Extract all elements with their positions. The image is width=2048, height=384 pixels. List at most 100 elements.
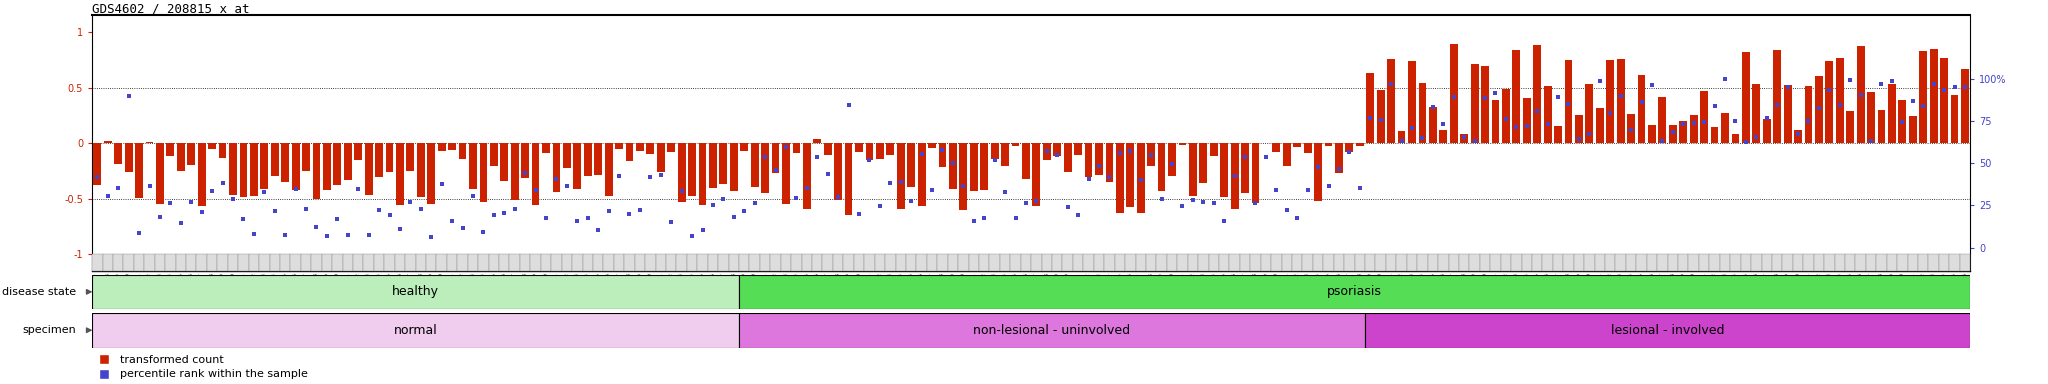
Bar — [1096, 143, 1104, 175]
Point — [582, 227, 614, 233]
Bar — [1772, 254, 1782, 271]
Bar — [260, 254, 270, 271]
Bar — [1585, 254, 1595, 271]
Bar — [113, 254, 123, 271]
Point — [655, 219, 688, 225]
Bar — [1085, 143, 1092, 177]
Bar — [342, 254, 352, 271]
Bar — [469, 143, 477, 189]
Bar — [1188, 254, 1198, 271]
Bar — [948, 254, 958, 271]
Point — [1522, 108, 1554, 114]
Bar — [772, 143, 780, 173]
Point — [1708, 76, 1741, 83]
Bar — [1501, 254, 1511, 271]
Bar — [793, 143, 801, 153]
Bar — [780, 254, 791, 271]
Point — [1614, 127, 1647, 133]
Point — [926, 147, 958, 154]
Bar — [199, 143, 205, 206]
Bar — [1522, 254, 1532, 271]
Bar — [352, 254, 362, 271]
Point — [164, 220, 197, 226]
Point — [1741, 134, 1774, 140]
Point — [1468, 95, 1501, 101]
Bar — [801, 254, 813, 271]
Bar — [1356, 143, 1364, 146]
Bar — [395, 254, 406, 271]
Point — [1499, 124, 1532, 131]
Bar — [260, 143, 268, 189]
Bar — [553, 143, 561, 192]
Point — [1802, 105, 1835, 111]
Bar — [1210, 143, 1219, 157]
Bar — [1825, 254, 1835, 271]
Bar — [1063, 254, 1073, 271]
Point — [217, 197, 250, 203]
Point — [885, 179, 918, 185]
Point — [1583, 78, 1616, 84]
Bar — [1229, 254, 1239, 271]
Point — [1626, 99, 1659, 105]
Bar — [676, 254, 686, 271]
Bar — [897, 143, 905, 209]
Bar — [281, 143, 289, 182]
Bar — [1427, 254, 1438, 271]
Bar — [584, 143, 592, 176]
Bar — [1825, 61, 1833, 143]
Bar — [449, 143, 457, 149]
Bar — [135, 143, 143, 198]
Point — [1532, 121, 1565, 127]
Bar — [645, 254, 655, 271]
Bar — [791, 254, 801, 271]
Bar — [1858, 46, 1864, 143]
Point — [1552, 101, 1585, 107]
Point — [1417, 104, 1450, 110]
Bar — [1491, 254, 1501, 271]
Bar — [1501, 89, 1509, 143]
Bar — [1595, 108, 1604, 143]
Point — [1124, 177, 1157, 183]
Bar — [291, 254, 301, 271]
Bar — [1939, 254, 1950, 271]
Bar — [1552, 254, 1563, 271]
Point — [979, 157, 1012, 163]
Text: GDS4602 / 208815_x_at: GDS4602 / 208815_x_at — [92, 2, 250, 15]
Point — [1688, 119, 1720, 126]
Point — [1907, 103, 1939, 109]
Bar — [1030, 254, 1042, 271]
Point — [1198, 200, 1231, 207]
Point — [1698, 103, 1731, 109]
Bar — [989, 254, 999, 271]
Point — [831, 101, 864, 108]
Bar — [1012, 143, 1020, 146]
Bar — [1032, 143, 1040, 206]
Bar — [969, 254, 979, 271]
Point — [1761, 101, 1794, 108]
Bar — [1116, 143, 1124, 213]
Bar — [1346, 143, 1354, 152]
Bar — [739, 275, 1970, 309]
Bar — [385, 254, 395, 271]
Bar — [551, 254, 561, 271]
Bar — [344, 143, 352, 180]
Text: specimen: specimen — [23, 325, 76, 335]
Bar — [905, 254, 915, 271]
Point — [1812, 87, 1845, 93]
Bar — [395, 143, 403, 205]
Point — [1845, 92, 1878, 98]
Text: disease state: disease state — [2, 287, 76, 297]
Bar — [971, 143, 977, 191]
Point — [956, 218, 989, 224]
Bar — [834, 143, 842, 200]
Point — [332, 232, 365, 238]
Bar — [459, 143, 467, 159]
Point — [1604, 93, 1636, 99]
Bar — [1657, 254, 1667, 271]
Bar — [186, 143, 195, 165]
Bar — [709, 143, 717, 188]
Bar — [1190, 143, 1196, 196]
Bar — [1198, 254, 1208, 271]
Bar — [1677, 254, 1688, 271]
Bar — [635, 254, 645, 271]
